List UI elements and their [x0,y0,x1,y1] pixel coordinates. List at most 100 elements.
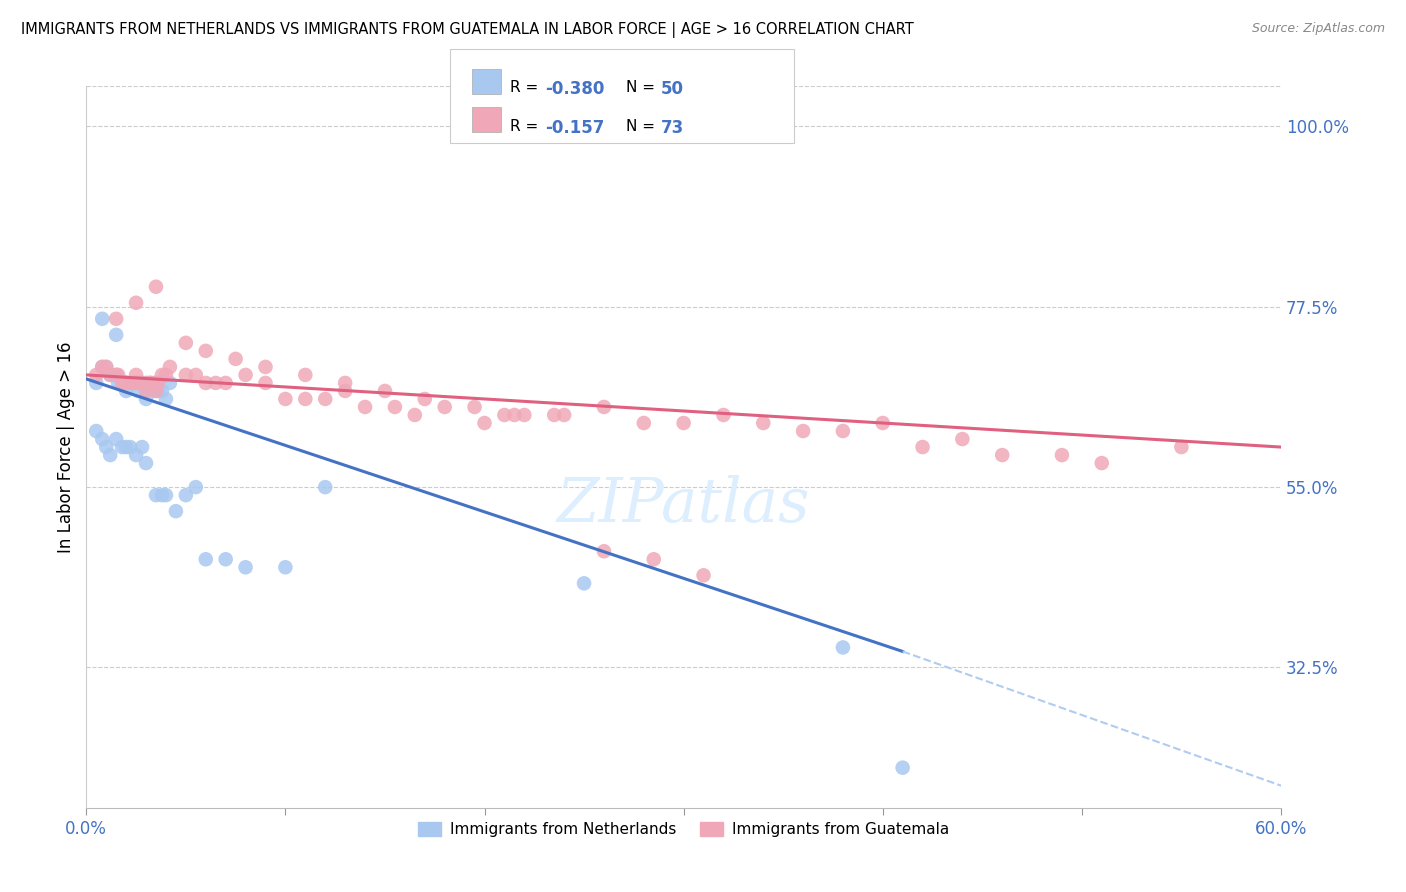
Point [120,376,142,390]
Point [143,384,166,398]
Point [503,408,526,422]
Point [131,440,153,454]
Point [354,400,377,414]
Point [184,368,207,382]
Point [139,376,162,390]
Text: ZIPatlas: ZIPatlas [557,475,810,535]
Point [194,552,217,566]
Point [91,432,114,446]
Point [135,456,157,470]
Point [150,488,173,502]
Point [314,480,336,494]
Point [120,376,142,390]
Point [135,392,157,406]
Point [713,408,735,422]
Point [145,384,167,398]
Point [127,376,149,390]
Point [374,384,396,398]
Point [384,400,406,414]
Point [194,343,217,358]
Point [84,424,107,438]
Point [135,384,157,398]
Point [91,311,114,326]
Point [872,416,894,430]
Point [692,568,714,582]
Point [84,368,107,382]
Point [991,448,1014,462]
Text: R =: R = [510,119,544,134]
Point [145,279,167,293]
Point [96,359,118,374]
Point [115,376,138,390]
Point [107,368,129,382]
Text: N =: N = [626,80,659,95]
Point [174,335,197,350]
Text: N =: N = [626,119,659,134]
Point [135,376,157,390]
Point [165,504,187,518]
Point [950,432,973,446]
Point [125,295,148,310]
Point [105,368,128,382]
Point [1091,456,1114,470]
Point [752,416,775,430]
Point [150,384,173,398]
Point [184,480,207,494]
Point [150,368,173,382]
Point [235,368,257,382]
Point [131,376,153,390]
Point [135,384,157,398]
Point [111,376,134,390]
Point [146,384,169,398]
Point [145,376,167,390]
Point [107,376,129,390]
Point [159,376,181,390]
Point [115,376,138,390]
Point [474,416,496,430]
Point [174,488,197,502]
Point [254,359,277,374]
Point [125,368,148,382]
Point [131,376,153,390]
Point [91,359,114,374]
Point [139,376,162,390]
Point [333,376,356,390]
Point [143,376,166,390]
Point [120,440,142,454]
Point [593,544,616,558]
Point [125,448,148,462]
Point [572,576,595,591]
Point [215,552,238,566]
Point [593,400,616,414]
Point [254,376,277,390]
Point [105,368,128,382]
Text: -0.380: -0.380 [546,80,605,98]
Point [792,424,814,438]
Point [159,359,181,374]
Point [194,376,217,390]
Point [235,560,257,574]
Point [115,440,138,454]
Legend: Immigrants from Netherlands, Immigrants from Guatemala: Immigrants from Netherlands, Immigrants … [412,816,955,844]
Point [225,351,247,366]
Point [274,392,297,406]
Point [155,368,177,382]
Point [333,384,356,398]
Text: R =: R = [510,80,544,95]
Point [98,368,121,382]
Point [84,376,107,390]
Point [105,311,128,326]
Point [543,408,565,422]
Point [553,408,575,422]
Text: Source: ZipAtlas.com: Source: ZipAtlas.com [1251,22,1385,36]
Point [96,440,118,454]
Point [174,368,197,382]
Point [643,552,665,566]
Point [633,416,655,430]
Point [125,376,148,390]
Point [98,368,121,382]
Point [204,376,226,390]
Point [111,376,134,390]
Point [115,376,138,390]
Point [404,408,426,422]
